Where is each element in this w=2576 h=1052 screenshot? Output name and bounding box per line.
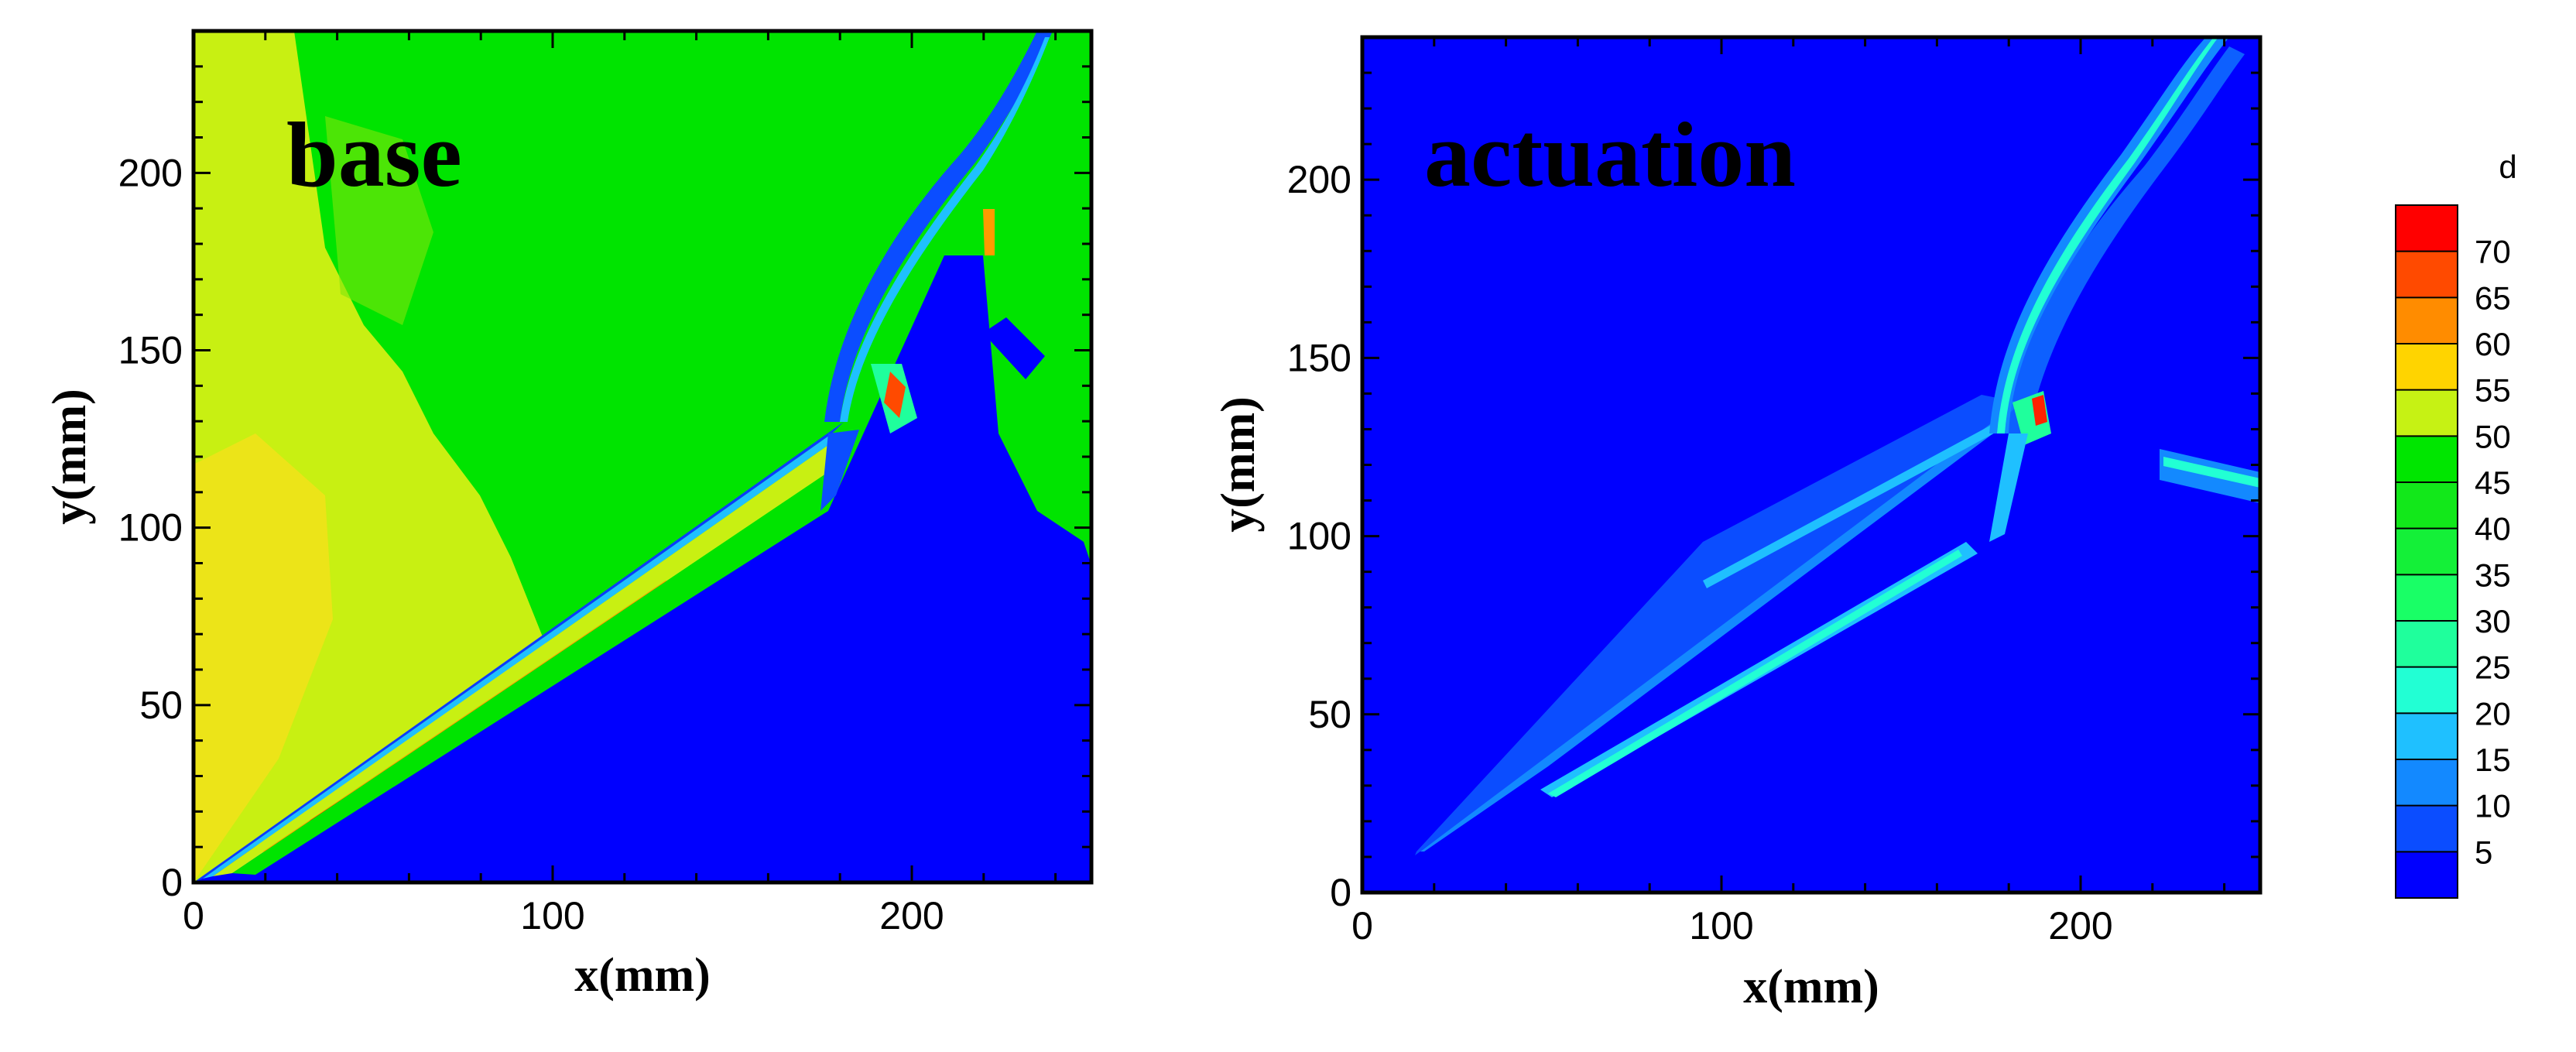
colorbar-label: 35 — [2475, 557, 2511, 593]
base-x-tick-label: 0 — [183, 894, 204, 937]
base-x-tick-label: 200 — [879, 894, 944, 937]
base-x-tick-label: 100 — [520, 894, 584, 937]
actuation-y-tick-label: 50 — [1308, 693, 1351, 736]
base-y-tick-label: 0 — [161, 861, 183, 904]
actuation-corner-hotspot — [2032, 395, 2047, 426]
colorbar-swatch — [2396, 574, 2458, 622]
colorbar-swatch — [2396, 759, 2458, 807]
colorbar-label: 55 — [2475, 372, 2511, 409]
colorbar-label: 10 — [2475, 788, 2511, 824]
colorbar-swatch — [2396, 436, 2458, 483]
base-y-tick-label: 200 — [118, 151, 183, 194]
colorbar-swatches — [2395, 204, 2458, 899]
base-boundary-layer — [232, 472, 828, 875]
actuation-y-tick-label: 150 — [1287, 336, 1351, 379]
colorbar-label: 45 — [2475, 464, 2511, 501]
actuation-y-tick-label: 200 — [1287, 158, 1351, 201]
colorbar-label: 30 — [2475, 603, 2511, 639]
colorbar-label: 5 — [2475, 834, 2492, 870]
base-upper-hotspot — [983, 209, 995, 255]
actuation-y-tick-label: 100 — [1287, 515, 1351, 558]
colorbar-swatch — [2396, 852, 2458, 899]
base-y-tick-label: 100 — [118, 506, 183, 550]
panel-base: 0 100 200 0 50 100 150 200 base x(mm) y(mm) — [43, 29, 1094, 1002]
colorbar-swatch — [2396, 666, 2458, 714]
actuation-x-axis-title: x(mm) — [1743, 961, 1879, 1013]
actuation-y-axis-title: y(mm) — [1212, 396, 1265, 533]
base-shock-edge — [194, 422, 844, 882]
colorbar-label: 20 — [2475, 695, 2511, 732]
base-bow-shock — [824, 31, 1053, 422]
colorbar: d 5 10 15 20 25 30 35 40 45 50 55 60 65 70 — [2395, 149, 2517, 899]
base-y-axis-title: y(mm) — [43, 389, 96, 525]
base-axes: 0 100 200 0 50 100 150 200 — [118, 29, 1091, 937]
actuation-envelope — [1415, 395, 2020, 855]
base-bow-shock-core — [840, 37, 1050, 422]
colorbar-swatch — [2396, 482, 2458, 529]
actuation-post-shock — [2005, 46, 2245, 433]
base-x-axis-title: x(mm) — [574, 949, 711, 1002]
actuation-upper-band — [1703, 422, 2001, 588]
actuation-axes: 0 100 200 0 50 100 150 200 — [1287, 36, 2260, 947]
colorbar-title: d — [2499, 149, 2516, 185]
colorbar-labels: 5 10 15 20 25 30 35 40 45 50 55 60 65 70 — [2396, 234, 2511, 870]
colorbar-swatch — [2396, 205, 2458, 252]
actuation-shear-core — [1548, 550, 1962, 797]
colorbar-label: 65 — [2475, 279, 2511, 316]
colorbar-frame — [2395, 204, 2458, 899]
colorbar-label: 50 — [2475, 418, 2511, 454]
actuation-reflected-shock — [1989, 433, 2028, 542]
base-upstream-yellow-patch — [194, 433, 333, 882]
colorbar-swatch — [2396, 389, 2458, 437]
colorbar-label: 70 — [2475, 234, 2511, 270]
base-y-tick-label: 150 — [118, 329, 183, 372]
panel-actuation: 0 100 200 0 50 100 150 200 actuation x(mm) y(mm… — [1212, 35, 2263, 1013]
base-mixed-patch — [325, 116, 433, 325]
actuation-y-tick-label: 0 — [1330, 871, 1351, 914]
actuation-x-tick-label: 100 — [1689, 904, 1753, 947]
base-panel-title: base — [286, 103, 462, 206]
actuation-x-tick-label: 200 — [2048, 904, 2112, 947]
base-reflected-shock — [820, 430, 859, 511]
actuation-side-feature-core — [2163, 457, 2260, 488]
colorbar-label: 25 — [2475, 649, 2511, 686]
base-body-region — [194, 255, 1091, 882]
colorbar-swatch — [2396, 621, 2458, 668]
colorbar-swatch — [2396, 344, 2458, 391]
colorbar-label: 40 — [2475, 511, 2511, 547]
base-y-tick-label: 50 — [139, 684, 183, 727]
actuation-contour-field — [1362, 37, 2260, 893]
colorbar-swatch — [2396, 297, 2458, 344]
base-shock-core — [203, 433, 832, 879]
actuation-envelope-inner — [1420, 422, 1993, 852]
base-corner-hotspot — [884, 372, 906, 418]
actuation-panel-title: actuation — [1424, 103, 1796, 206]
colorbar-swatch — [2396, 805, 2458, 852]
base-block — [983, 317, 1045, 379]
base-shear-yellow — [213, 445, 828, 876]
colorbar-label: 60 — [2475, 326, 2511, 362]
colorbar-swatch — [2396, 251, 2458, 298]
colorbar-swatch — [2396, 713, 2458, 760]
colorbar-swatch — [2396, 528, 2458, 575]
base-contour-field — [194, 31, 1091, 882]
colorbar-label: 15 — [2475, 742, 2511, 778]
actuation-x-tick-label: 0 — [1351, 904, 1373, 947]
